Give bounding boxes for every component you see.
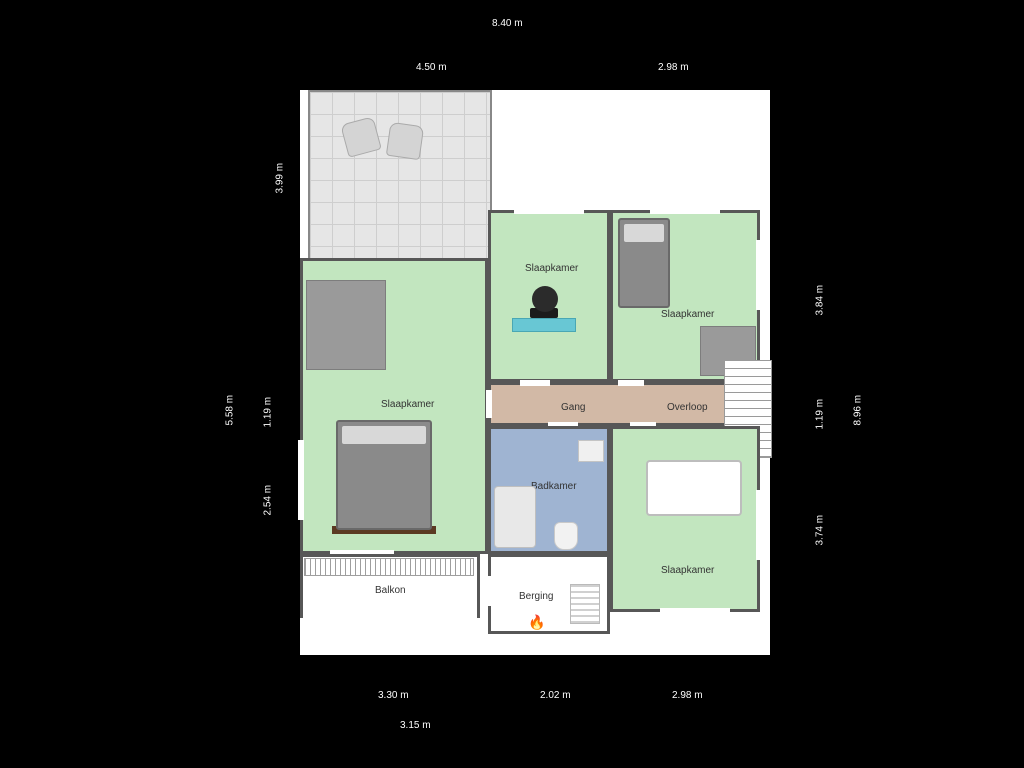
dim-right-total: 8.96 m: [853, 386, 864, 426]
bath-sink: [578, 440, 604, 462]
terrace-chair-2: [386, 122, 424, 160]
dim-top-right: 2.98 m: [658, 62, 689, 73]
dim-right-384: 3.84 m: [815, 276, 826, 316]
bedroom2-tvstand: [512, 318, 576, 332]
bedroom2-chair: [532, 286, 558, 312]
dim-bot-total: 3.15 m: [400, 720, 431, 731]
dim-left-119: 1.19 m: [263, 388, 274, 428]
dim-bot-3: 2.98 m: [672, 690, 703, 701]
bathroom-label: Badkamer: [531, 481, 577, 492]
bedroom3-bed: [618, 218, 670, 308]
dim-top-total: 8.40 m: [492, 18, 523, 29]
dim-left-254: 2.54 m: [263, 476, 274, 516]
berging-label: Berging: [519, 591, 553, 602]
overloop-label: Overloop: [667, 402, 708, 413]
floorplan: Slaapkamer Slaapkamer Slaapkamer Gang Ov…: [300, 90, 770, 655]
berging-heater: [570, 584, 600, 624]
dim-right-119: 1.19 m: [815, 390, 826, 430]
bath-tub: [494, 486, 536, 548]
bedroom-main-rug: [306, 280, 386, 370]
balkon-rail: [304, 558, 474, 576]
bedroom-main-bed: [336, 420, 432, 530]
dim-bot-2: 2.02 m: [540, 690, 571, 701]
dim-left-main: 5.58 m: [225, 386, 236, 426]
overloop: Overloop: [652, 382, 724, 426]
balkon-label: Balkon: [375, 585, 406, 596]
dim-top-left: 4.50 m: [416, 62, 447, 73]
door-gang-main: [486, 390, 492, 418]
gang: Gang: [488, 382, 652, 426]
bath-toilet: [554, 522, 578, 550]
stage: 8.40 m 4.50 m 2.98 m 3.30 m 2.02 m 2.98 …: [0, 0, 1024, 768]
door-gang-b2: [520, 380, 550, 386]
bedroom-4-label: Slaapkamer: [661, 565, 714, 576]
bedroom-main-label: Slaapkamer: [381, 399, 434, 410]
bedroom-2-label: Slaapkamer: [525, 263, 578, 274]
bedroom-3-label: Slaapkamer: [661, 309, 714, 320]
fire-icon: 🔥: [528, 614, 545, 631]
dim-bot-1: 3.30 m: [378, 690, 409, 701]
dim-left-terrace: 3.99 m: [275, 154, 286, 194]
door-gang-b3: [618, 380, 644, 386]
window-b2-top: [514, 208, 584, 214]
bedroom4-sofa: [646, 460, 742, 516]
terrace: [308, 90, 492, 262]
window-b3-top: [650, 208, 720, 214]
window-b4-right: [756, 490, 762, 560]
gang-label: Gang: [561, 402, 585, 413]
door-berging: [486, 576, 492, 606]
window-main-left: [298, 440, 304, 520]
window-b4-bottom: [660, 608, 730, 614]
window-b3-right: [756, 240, 762, 310]
dim-right-374: 3.74 m: [815, 506, 826, 546]
bedroom-4: Slaapkamer: [610, 426, 760, 612]
